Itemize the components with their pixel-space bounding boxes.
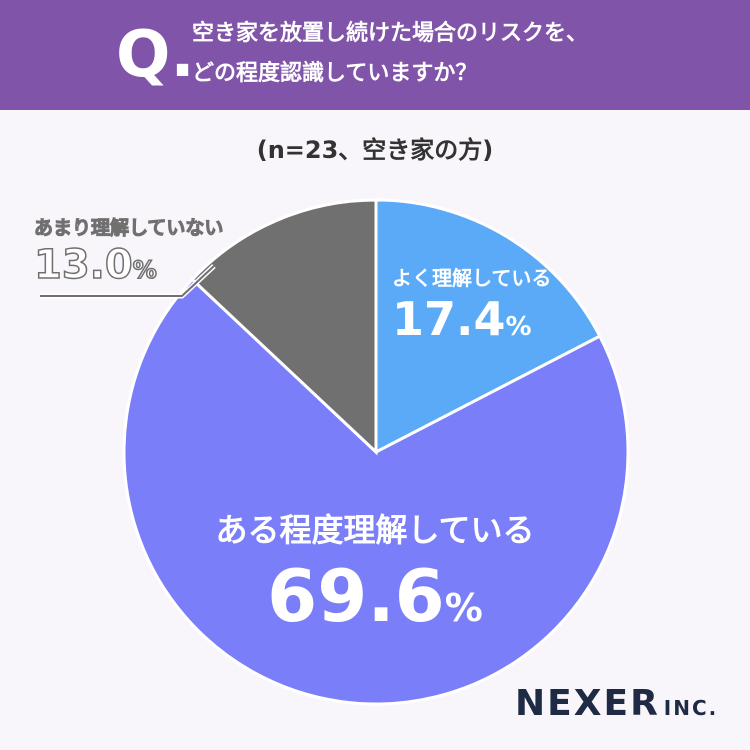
slice-value-2: 69.6 [267,554,445,638]
sample-note: (n=23、空き家の方) [256,136,494,164]
pie-slice-2 [122,277,630,706]
question-text: 空き家を放置し続けた場合のリスクを、 どの程度認識していますか？ [192,21,589,86]
brand-suffix: INC. [663,696,719,720]
pie-slice-3 [190,198,378,456]
slice-unit-3: % [132,255,158,285]
leader-line-inner [40,265,215,297]
q-mark: Q. [116,18,195,92]
slice-name-3: あまり理解していない [34,217,224,240]
question-header: Q. 空き家を放置し続けた場合のリスクを、 どの程度認識していますか？ [0,0,750,110]
slice-name-1: よく理解している [392,266,552,290]
slice-unit-2: % [444,586,483,630]
slice-label-1: よく理解している 17.4% [392,262,592,358]
slice-value-3: 13.0 [33,241,133,289]
slice-label-2: ある程度理解している 69.6% [175,505,575,661]
nexer-logo: NEXER INC. [515,683,718,724]
pie-slice-1 [374,198,602,455]
brand-name: NEXER [515,683,660,724]
slice-label-3: あまり理解していない 13.0% [33,213,274,298]
slice-name-2: ある程度理解している [215,511,535,549]
slice-unit-1: % [505,312,532,342]
slice-value-1: 17.4 [392,292,506,346]
